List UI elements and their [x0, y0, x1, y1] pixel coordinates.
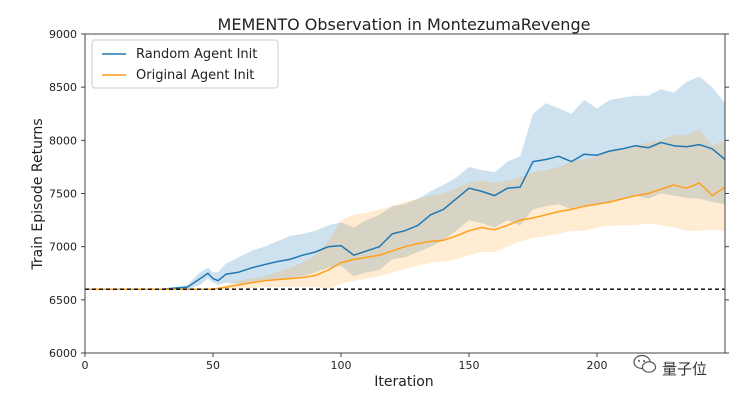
series-lines	[85, 141, 726, 290]
line-series-1	[85, 182, 726, 290]
y-tick-label: 6500	[49, 294, 77, 307]
line-series-0	[85, 141, 726, 290]
y-tick-label: 7500	[49, 188, 77, 201]
y-axis-label: Train Episode Returns	[30, 118, 46, 270]
legend-box	[91, 39, 279, 89]
y-tick-label: 8500	[49, 81, 77, 94]
chart-title: MEMENTO Observation in MontezumaRevenge	[218, 15, 591, 34]
y-tick-label: 6000	[49, 347, 77, 360]
y-axis-ticks: 6000 6500 7000 7500 8000 8500 9000	[49, 28, 729, 360]
x-axis-ticks: 0 50 100 150 200	[82, 353, 608, 372]
y-tick-label: 9000	[49, 28, 77, 41]
band-series-0	[85, 76, 725, 290]
watermark: 量子位	[633, 354, 707, 378]
x-tick-label: 200	[587, 359, 608, 372]
x-tick-label: 100	[331, 359, 352, 372]
legend-label-original: Original Agent Init	[136, 68, 254, 83]
legend: Random Agent Init Original Agent Init	[91, 39, 279, 89]
wechat-icon	[633, 354, 657, 373]
band-series-1	[85, 129, 725, 290]
x-axis-label: Iteration	[374, 374, 433, 390]
x-tick-label: 50	[206, 359, 220, 372]
y-tick-label: 7000	[49, 241, 77, 254]
x-tick-label: 150	[459, 359, 480, 372]
x-tick-label: 0	[82, 359, 89, 372]
legend-label-random: Random Agent Init	[136, 47, 257, 62]
watermark-text: 量子位	[662, 360, 707, 378]
y-tick-label: 8000	[49, 134, 77, 147]
confidence-bands	[85, 76, 725, 290]
